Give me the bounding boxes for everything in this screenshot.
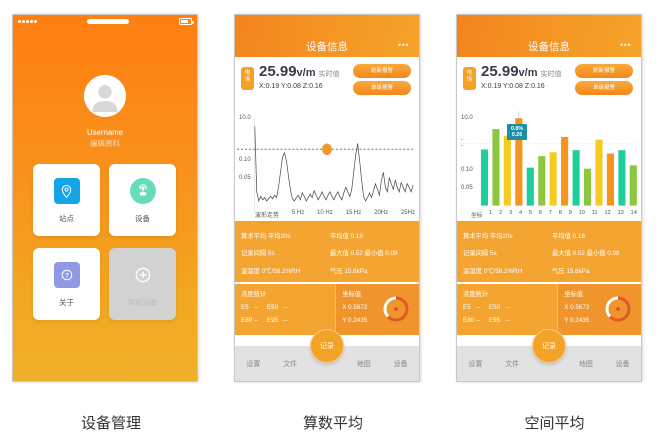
svg-text:?: ?	[65, 274, 69, 280]
